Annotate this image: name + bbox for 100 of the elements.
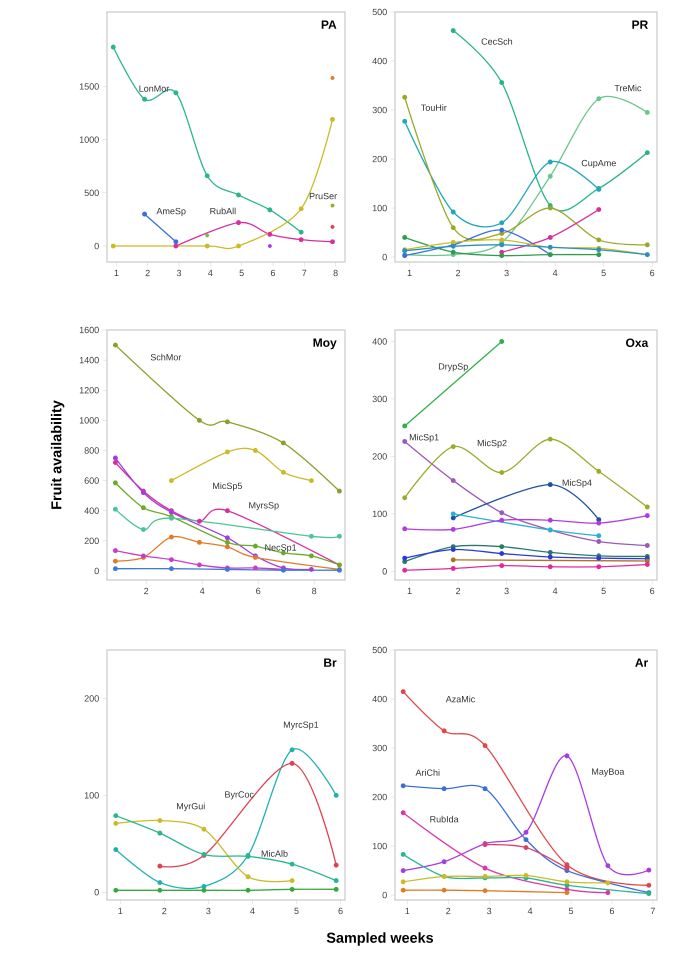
y-tick-label: 600 bbox=[84, 477, 99, 484]
y-tick-label: 100 bbox=[372, 204, 387, 212]
y-tick-label: 1600 bbox=[80, 326, 99, 334]
y-tick-label: 500 bbox=[372, 8, 387, 16]
series-label: MicSp4 bbox=[562, 479, 592, 488]
y-tick-label: 0 bbox=[94, 568, 99, 574]
series-label: RubAll bbox=[210, 208, 236, 214]
series-label: ByrCoc bbox=[225, 791, 254, 800]
x-tick-label: 1 bbox=[118, 908, 122, 914]
y-tick-label: 0 bbox=[382, 892, 387, 898]
y-tick-label: 1500 bbox=[80, 83, 99, 90]
text: Oxa bbox=[626, 338, 648, 348]
y-tick-label: 400 bbox=[372, 58, 387, 64]
x-tick-label: 5 bbox=[568, 908, 574, 914]
series-label: TouHir bbox=[421, 104, 447, 111]
x-tick-label: 6 bbox=[256, 588, 260, 594]
series-label: MayBoa bbox=[592, 768, 624, 777]
series-label: AriChi bbox=[416, 769, 440, 776]
y-tick-label: 400 bbox=[84, 508, 99, 514]
y-tick-label: 1200 bbox=[80, 387, 99, 394]
y-tick-label: 200 bbox=[372, 156, 387, 162]
x-tick-label: 6 bbox=[338, 908, 343, 914]
y-tick-label: 0 bbox=[94, 889, 99, 896]
series-label: AmeSp bbox=[156, 208, 186, 216]
y-tick-label: 100 bbox=[372, 510, 387, 518]
x-tick-label: 3 bbox=[176, 270, 182, 276]
x-tick-label: 8 bbox=[333, 270, 338, 276]
x-tick-label: 3 bbox=[487, 908, 492, 914]
y-tick-label: 400 bbox=[372, 696, 387, 702]
x-tick-label: 7 bbox=[650, 908, 655, 914]
y-tick-label: 100 bbox=[372, 842, 387, 850]
y-tick-label: 200 bbox=[84, 695, 99, 702]
series-label: MicSp1 bbox=[410, 434, 439, 442]
y-tick-label: 200 bbox=[84, 538, 99, 544]
y-tick-label: 500 bbox=[372, 646, 387, 654]
x-tick-label: 4 bbox=[552, 270, 558, 276]
x-tick-label: 6 bbox=[650, 588, 654, 594]
text: PR bbox=[632, 20, 648, 29]
series-label: MicSp2 bbox=[478, 440, 507, 448]
y-tick-label: 400 bbox=[372, 338, 387, 345]
series-label: DrypSp bbox=[438, 363, 468, 372]
y-tick-label: 0 bbox=[382, 568, 387, 575]
x-tick-label: 4 bbox=[552, 588, 558, 594]
x-tick-label: 2 bbox=[162, 908, 166, 914]
y-tick-label: 300 bbox=[372, 106, 387, 114]
x-tick-label: 1 bbox=[408, 588, 412, 594]
x-tick-label: 2 bbox=[446, 908, 450, 914]
x-tick-label: 4 bbox=[200, 588, 204, 594]
x-tick-label: 2 bbox=[144, 588, 148, 594]
series-label: PruSer bbox=[310, 192, 337, 200]
text: MicSp5 bbox=[213, 482, 242, 491]
y-tick-label: 500 bbox=[84, 190, 99, 196]
series-label: NecSp1 bbox=[265, 544, 296, 552]
x-tick-label: 3 bbox=[504, 588, 509, 594]
x-tick-label: 1 bbox=[114, 270, 118, 276]
y-tick-label: 300 bbox=[372, 396, 387, 402]
series-label: LonMor bbox=[139, 85, 170, 92]
y-axis-title: Fruit availability bbox=[50, 400, 64, 509]
y-tick-label: 200 bbox=[372, 794, 387, 800]
text: PA bbox=[322, 20, 336, 29]
series-label: SchMor bbox=[150, 354, 182, 360]
series-label: MyrGui bbox=[176, 802, 205, 812]
y-tick-label: 100 bbox=[84, 792, 99, 799]
x-tick-label: 6 bbox=[650, 270, 654, 276]
x-tick-label: 6 bbox=[610, 908, 614, 914]
x-tick-label: 3 bbox=[504, 270, 509, 276]
series-label: TreMic bbox=[614, 84, 642, 92]
text: Moy bbox=[314, 338, 337, 350]
text: AzaMic bbox=[446, 696, 476, 702]
x-tick-label: 8 bbox=[312, 588, 316, 594]
x-tick-label: 2 bbox=[456, 588, 460, 594]
y-tick-label: 0 bbox=[94, 242, 99, 250]
x-tick-label: 1 bbox=[408, 270, 412, 276]
y-tick-label: 200 bbox=[372, 453, 387, 460]
x-tick-label: 2 bbox=[146, 270, 150, 276]
text: Ar bbox=[635, 658, 648, 667]
y-tick-label: 300 bbox=[372, 744, 387, 752]
x-tick-label: 2 bbox=[456, 270, 460, 276]
text: MyrcSp1 bbox=[284, 721, 318, 730]
x-tick-label: 4 bbox=[250, 908, 255, 914]
x-tick-label: 5 bbox=[240, 270, 244, 276]
x-tick-label: 5 bbox=[601, 270, 606, 276]
y-tick-label: 800 bbox=[84, 447, 99, 454]
series-label: CecSch bbox=[482, 38, 512, 45]
x-tick-label: 3 bbox=[206, 908, 210, 914]
series-label: MyrsSp bbox=[249, 502, 279, 510]
y-tick-label: 1000 bbox=[80, 417, 99, 424]
x-tick-label: 5 bbox=[294, 908, 299, 914]
x-axis-title: Sampled weeks bbox=[326, 932, 434, 946]
series-label: CupAme bbox=[582, 160, 616, 168]
series-label: MicAlb bbox=[262, 850, 288, 857]
x-tick-label: 5 bbox=[601, 588, 606, 594]
x-tick-label: 7 bbox=[302, 270, 306, 276]
y-tick-label: 0 bbox=[382, 254, 387, 260]
y-tick-label: 1000 bbox=[80, 136, 99, 143]
x-tick-label: 1 bbox=[405, 908, 410, 914]
series-label: RubIda bbox=[430, 816, 459, 822]
y-tick-label: 1400 bbox=[80, 356, 99, 364]
x-tick-label: 4 bbox=[208, 270, 213, 276]
x-tick-label: 4 bbox=[528, 908, 532, 914]
